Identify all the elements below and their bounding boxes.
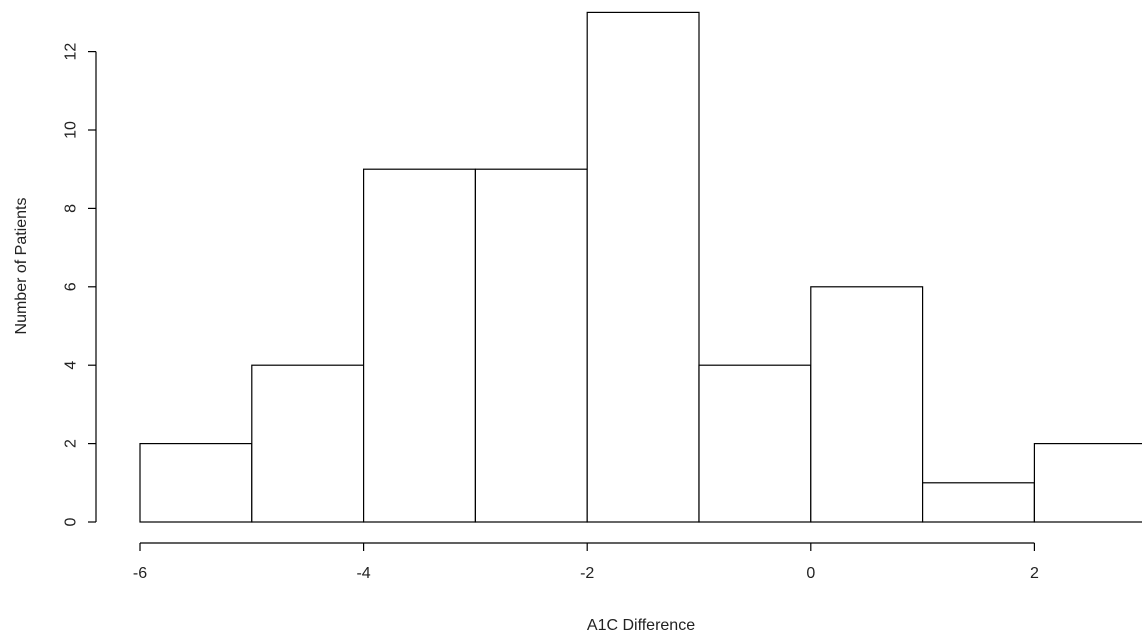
histogram-bar-4 [474, 168, 588, 523]
x-tick-label: -2 [580, 565, 594, 582]
y-tick-label: 12 [63, 43, 80, 61]
y-tick-label: 10 [63, 121, 80, 139]
y-tick-label: 6 [63, 282, 80, 291]
x-axis: -6 -4 -2 0 2 [133, 542, 1039, 582]
x-tick-label: 2 [1030, 565, 1039, 582]
y-axis-title: Number of Patients [13, 198, 30, 335]
x-tick-label: 0 [806, 565, 815, 582]
histogram-bar-9 [1033, 443, 1142, 523]
x-axis-title: A1C Difference [587, 617, 695, 634]
histogram-bar-5 [586, 11, 700, 523]
histogram-bar-1 [139, 443, 253, 523]
y-tick-label: 8 [63, 204, 80, 213]
bars-group [139, 11, 1142, 523]
histogram-bar-8 [921, 482, 1035, 523]
y-tick-label: 4 [63, 361, 80, 370]
y-tick-label: 2 [63, 439, 80, 448]
y-axis: 0 2 4 6 8 10 12 [63, 43, 97, 526]
x-tick-label: -4 [356, 565, 370, 582]
histogram-bar-3 [363, 168, 477, 523]
histogram-bar-6 [698, 364, 812, 523]
y-tick-label: 0 [63, 517, 80, 526]
x-tick-label: -6 [133, 565, 147, 582]
histogram-bar-2 [251, 364, 365, 523]
histogram-bar-7 [810, 286, 924, 523]
